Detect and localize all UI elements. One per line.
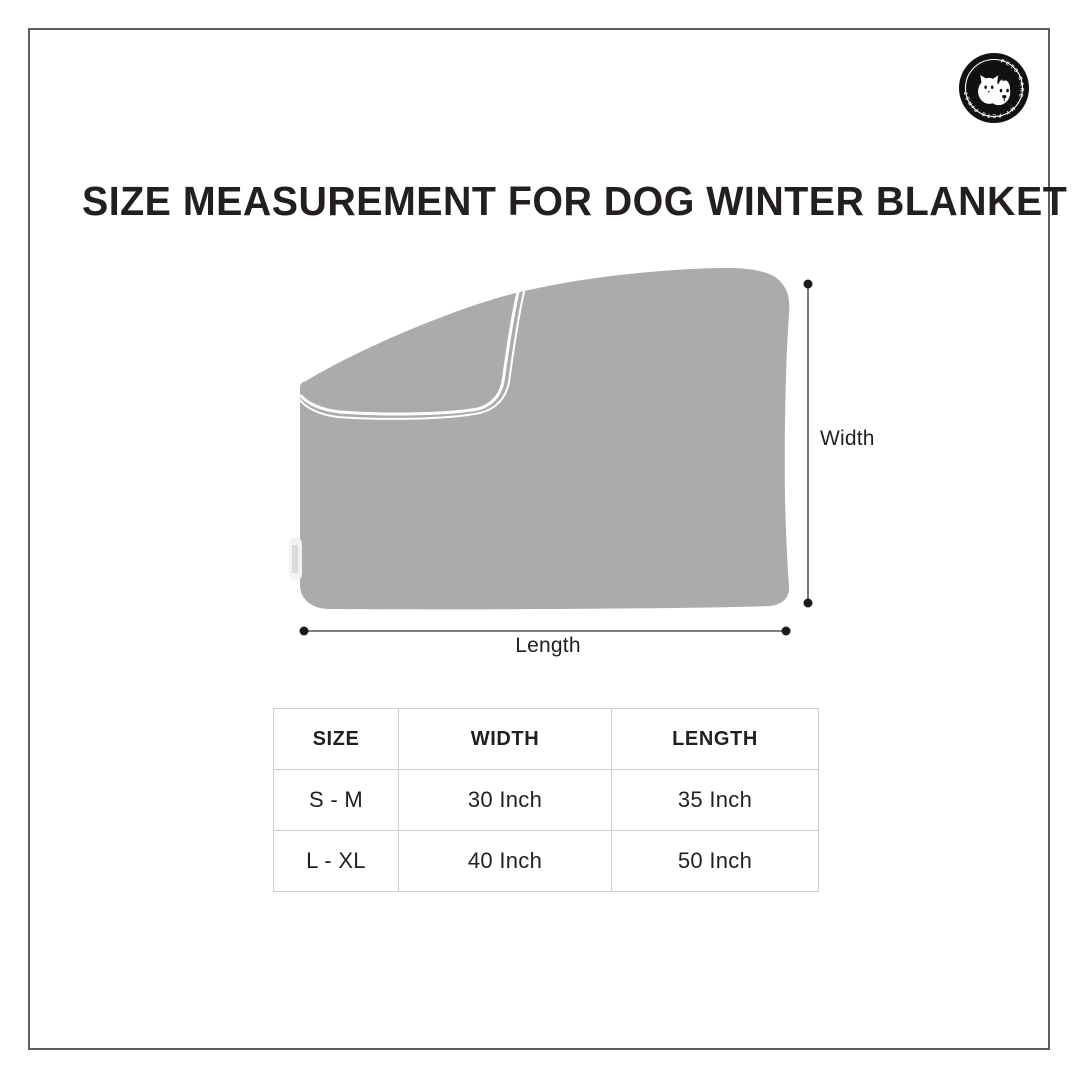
table-row: S - M 30 Inch 35 Inch xyxy=(273,769,819,831)
page-title: SIZE MEASUREMENT FOR DOG WINTER BLANKET xyxy=(82,178,1068,224)
width-dimension-label: Width xyxy=(820,427,875,450)
cell-width: 40 Inch xyxy=(398,830,612,892)
size-table: SIZE WIDTH LENGTH S - M 30 Inch 35 Inch … xyxy=(273,708,819,892)
table-row: L - XL 40 Inch 50 Inch xyxy=(273,830,819,892)
cell-length: 35 Inch xyxy=(611,769,819,831)
cell-size: L - XL xyxy=(273,830,399,892)
header-width: WIDTH xyxy=(398,708,612,770)
page-border xyxy=(28,28,1050,1050)
length-dimension-label: Length xyxy=(515,634,581,657)
table-header-row: SIZE WIDTH LENGTH xyxy=(273,708,819,770)
pets-care-logo: PETS CARE · MY PETS FIRST · xyxy=(958,52,1030,124)
cell-size: S - M xyxy=(273,769,399,831)
header-size: SIZE xyxy=(273,708,399,770)
cell-length: 50 Inch xyxy=(611,830,819,892)
cell-width: 30 Inch xyxy=(398,769,612,831)
header-length: LENGTH xyxy=(611,708,819,770)
